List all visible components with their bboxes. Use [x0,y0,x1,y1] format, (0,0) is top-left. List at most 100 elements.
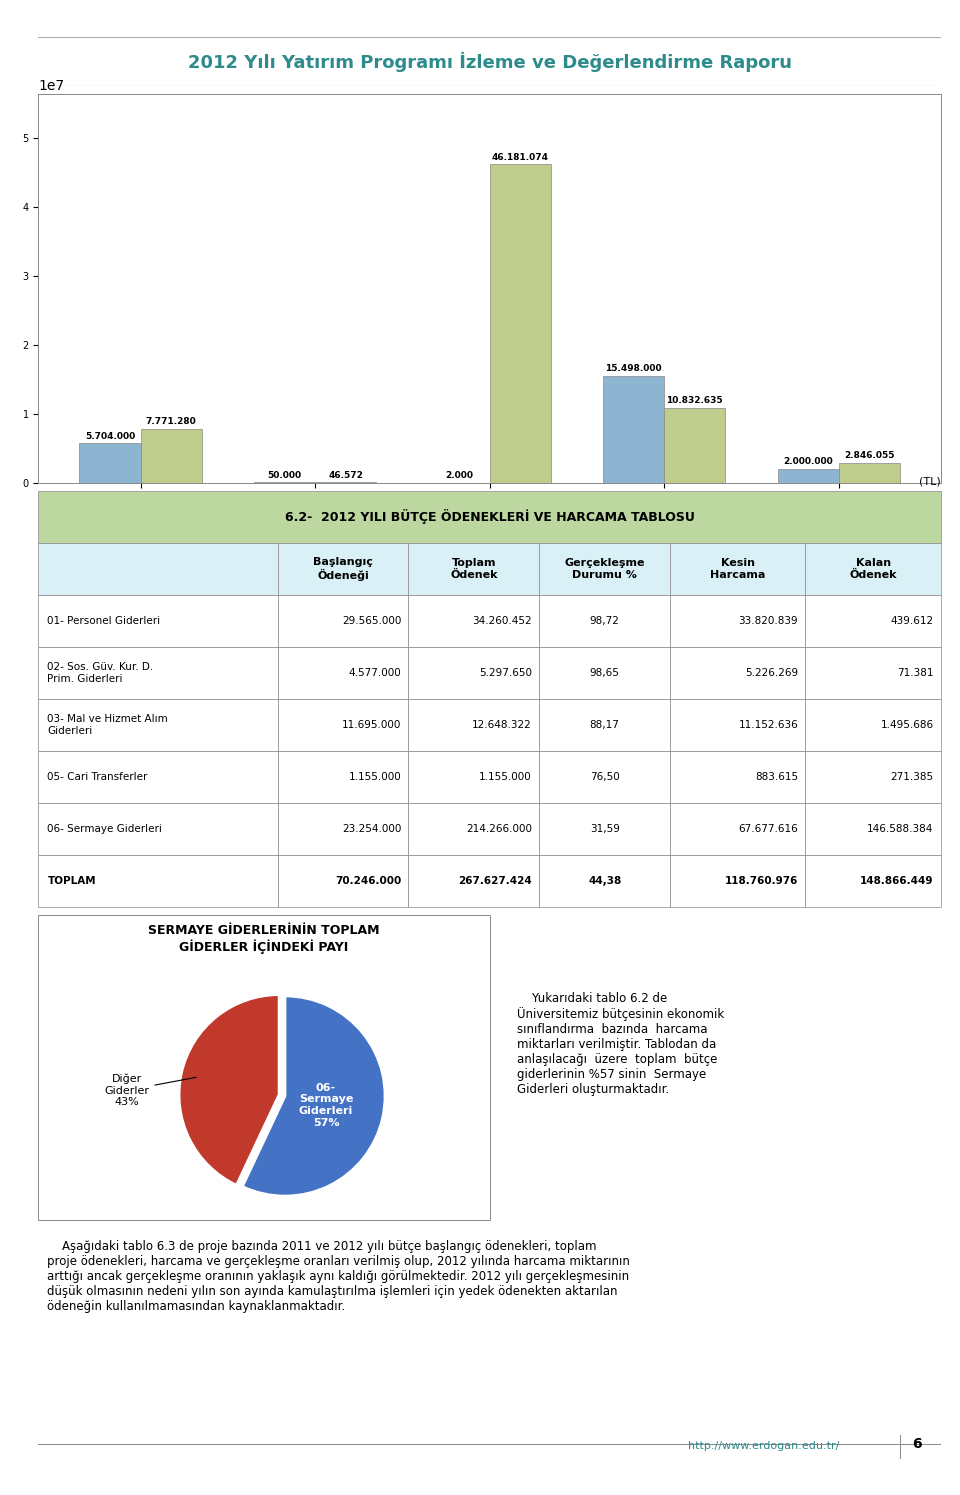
FancyBboxPatch shape [670,647,805,700]
Text: 2.000: 2.000 [445,471,473,480]
Text: SERMAYE GİDERLERİNİN TOPLAM
GİDERLER İÇİNDEKİ PAYI: SERMAYE GİDERLERİNİN TOPLAM GİDERLER İÇİ… [148,924,380,954]
Text: Kalan
Ödenek: Kalan Ödenek [850,558,897,580]
FancyBboxPatch shape [38,595,277,647]
Text: 33.820.839: 33.820.839 [738,616,798,626]
Text: 12.648.322: 12.648.322 [472,721,532,730]
Text: 11.152.636: 11.152.636 [738,721,798,730]
Text: 118.760.976: 118.760.976 [725,876,798,887]
Text: Toplam
Ödenek: Toplam Ödenek [450,558,497,580]
Text: 06- Sermaye Giderleri: 06- Sermaye Giderleri [47,824,162,834]
Text: 03- Mal ve Hizmet Alım
Giderleri: 03- Mal ve Hizmet Alım Giderleri [47,715,168,736]
FancyBboxPatch shape [805,647,941,700]
FancyBboxPatch shape [408,803,540,855]
FancyBboxPatch shape [805,750,941,803]
Text: 02- Sos. Güv. Kur. D.
Prim. Giderleri: 02- Sos. Güv. Kur. D. Prim. Giderleri [47,662,154,683]
Text: Başlangıç
Ödeneği: Başlangıç Ödeneği [313,556,372,582]
Bar [80,444,140,483]
FancyBboxPatch shape [540,647,670,700]
Text: 439.612: 439.612 [891,616,933,626]
Text: 6.2-  2012 YILI BÜTÇE ÖDENEKLERİ VE HARCAMA TABLOSU: 6.2- 2012 YILI BÜTÇE ÖDENEKLERİ VE HARCA… [285,510,694,525]
Legend: KBÖ, Gerçekleşme Toplamı: KBÖ, Gerçekleşme Toplamı [371,602,609,625]
Text: 50.000: 50.000 [268,471,301,480]
FancyBboxPatch shape [805,803,941,855]
Text: 15.498.000: 15.498.000 [606,365,661,374]
FancyBboxPatch shape [277,855,408,907]
Text: Aşağıdaki tablo 6.3 de proje bazında 2011 ve 2012 yılı bütçe başlangıç ödenekler: Aşağıdaki tablo 6.3 de proje bazında 201… [47,1241,631,1313]
Text: 267.627.424: 267.627.424 [458,876,532,887]
Text: 1.155.000: 1.155.000 [479,771,532,782]
FancyBboxPatch shape [670,543,805,595]
FancyBboxPatch shape [540,543,670,595]
FancyBboxPatch shape [805,543,941,595]
Text: 23.254.000: 23.254.000 [342,824,401,834]
FancyBboxPatch shape [277,543,408,595]
FancyBboxPatch shape [277,750,408,803]
FancyBboxPatch shape [805,855,941,907]
FancyBboxPatch shape [38,750,277,803]
Bar [140,429,202,483]
Text: 5.226.269: 5.226.269 [745,668,798,677]
FancyBboxPatch shape [408,700,540,750]
Text: 46.181.074: 46.181.074 [492,152,549,161]
Text: 10.832.635: 10.832.635 [666,396,723,405]
Text: Yukarıdaki tablo 6.2 de
Üniversitemiz bütçesinin ekonomik
sınıflandırma  bazında: Yukarıdaki tablo 6.2 de Üniversitemiz bü… [516,991,724,1096]
Text: 148.866.449: 148.866.449 [860,876,933,887]
Text: 271.385: 271.385 [891,771,933,782]
FancyBboxPatch shape [38,543,277,595]
FancyBboxPatch shape [805,595,941,647]
Text: Gerçekleşme
Durumu %: Gerçekleşme Durumu % [564,558,645,580]
Text: 6: 6 [912,1437,922,1450]
Text: 67.677.616: 67.677.616 [738,824,798,834]
Text: 11.695.000: 11.695.000 [342,721,401,730]
FancyBboxPatch shape [670,595,805,647]
Text: 1.495.686: 1.495.686 [880,721,933,730]
Text: 44,38: 44,38 [588,876,621,887]
Text: 883.615: 883.615 [756,771,798,782]
FancyBboxPatch shape [38,647,277,700]
FancyBboxPatch shape [540,855,670,907]
Text: 1.155.000: 1.155.000 [348,771,401,782]
Text: http://www.erdogan.edu.tr/: http://www.erdogan.edu.tr/ [688,1441,839,1450]
Text: 98,65: 98,65 [589,668,619,677]
FancyBboxPatch shape [540,803,670,855]
FancyBboxPatch shape [277,700,408,750]
FancyBboxPatch shape [408,543,540,595]
FancyBboxPatch shape [670,700,805,750]
FancyBboxPatch shape [540,750,670,803]
Text: 4.577.000: 4.577.000 [348,668,401,677]
Text: 2.000.000: 2.000.000 [783,457,833,466]
Text: (TL): (TL) [919,477,941,487]
Text: 46.572: 46.572 [328,471,363,480]
FancyBboxPatch shape [805,700,941,750]
Text: 7.771.280: 7.771.280 [146,417,197,426]
Text: 34.260.452: 34.260.452 [472,616,532,626]
FancyBboxPatch shape [38,915,490,1220]
Bar [490,164,551,483]
FancyBboxPatch shape [540,700,670,750]
Text: 146.588.384: 146.588.384 [867,824,933,834]
Text: 70.246.000: 70.246.000 [335,876,401,887]
FancyBboxPatch shape [38,490,941,543]
Text: TOPLAM: TOPLAM [47,876,96,887]
FancyBboxPatch shape [38,855,277,907]
FancyBboxPatch shape [408,855,540,907]
Text: 5.704.000: 5.704.000 [84,432,135,441]
FancyBboxPatch shape [408,595,540,647]
FancyBboxPatch shape [277,803,408,855]
FancyBboxPatch shape [670,750,805,803]
Bar [839,463,900,483]
Text: 98,72: 98,72 [589,616,619,626]
FancyBboxPatch shape [38,803,277,855]
FancyBboxPatch shape [38,700,277,750]
Text: 88,17: 88,17 [589,721,619,730]
FancyBboxPatch shape [408,647,540,700]
Bar [603,375,664,483]
Text: 2012 Yılı Yatırım Programı İzleme ve Değerlendirme Raporu: 2012 Yılı Yatırım Programı İzleme ve Değ… [187,51,792,72]
FancyBboxPatch shape [670,803,805,855]
Text: 31,59: 31,59 [589,824,619,834]
Bar [664,408,725,483]
FancyBboxPatch shape [277,595,408,647]
Text: Kesin
Harcama: Kesin Harcama [710,558,765,580]
FancyBboxPatch shape [540,595,670,647]
Text: 214.266.000: 214.266.000 [466,824,532,834]
